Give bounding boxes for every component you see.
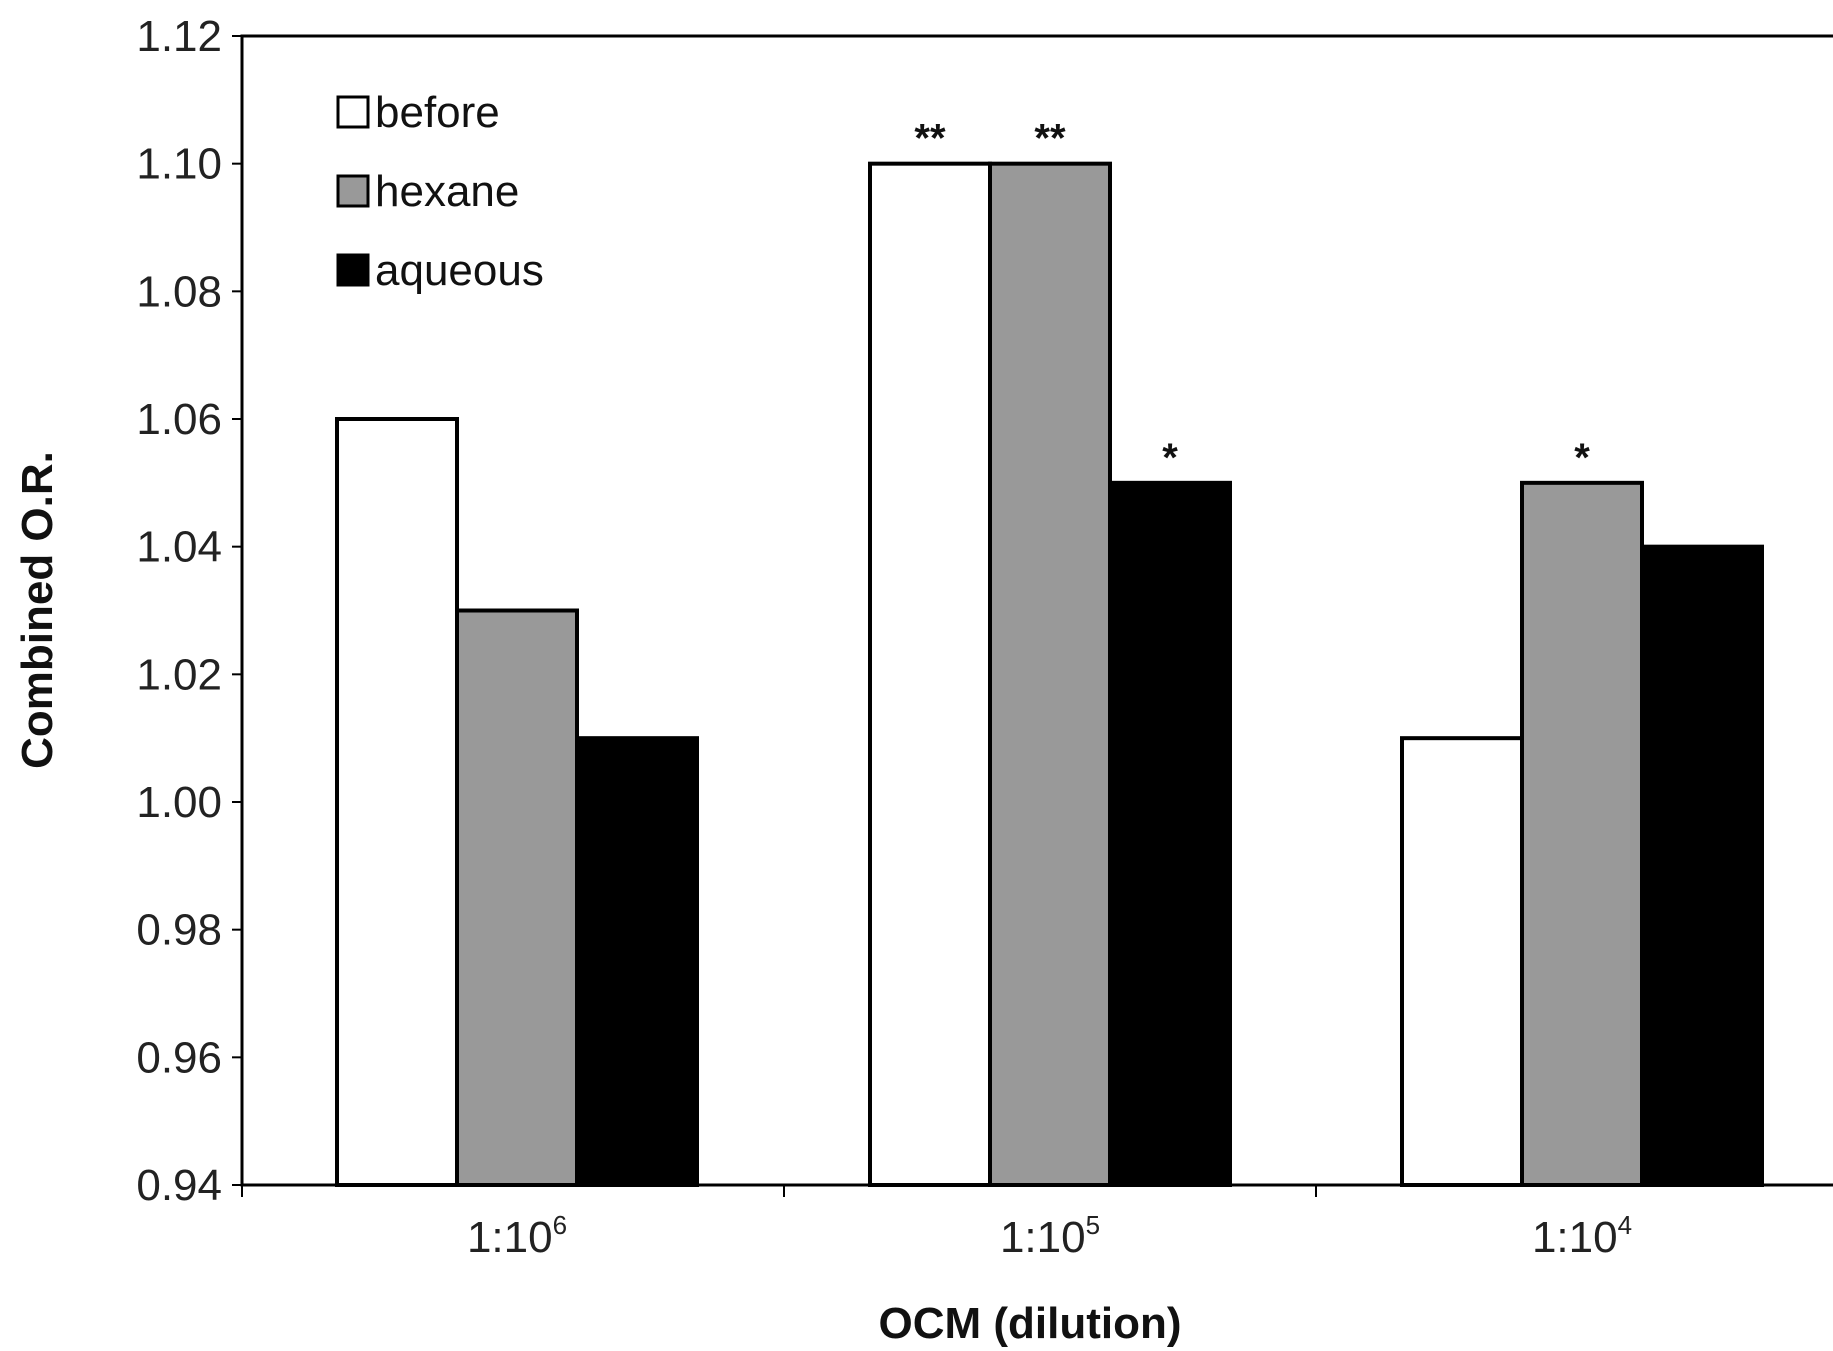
bar-aqueous-2 xyxy=(1640,544,1764,1187)
significance-labels: ** *** * xyxy=(914,117,1590,480)
significance-marker: * xyxy=(1574,436,1590,480)
significance-marker: * xyxy=(1162,436,1178,480)
x-axis: 1:106 1:105 1:104 xyxy=(241,1185,1632,1262)
legend-swatch-aqueous xyxy=(336,253,370,287)
x-axis-title: OCM (dilution) xyxy=(878,1299,1181,1348)
legend: before hexane aqueous xyxy=(336,88,544,295)
bar-hexane-1 xyxy=(988,161,1112,1187)
x-tick-label: 1:106 xyxy=(467,1210,567,1262)
bar-aqueous-0 xyxy=(575,736,699,1188)
y-tick-label: 0.98 xyxy=(136,906,222,955)
x-tick-label-exponent: 4 xyxy=(1618,1210,1632,1240)
legend-swatch-hexane xyxy=(336,174,370,208)
x-tick-label-base: 1:10 xyxy=(1532,1213,1618,1262)
x-tick-label-base: 1:10 xyxy=(1000,1213,1086,1262)
y-tick-label: 0.94 xyxy=(136,1161,222,1210)
x-tick-label-exponent: 6 xyxy=(553,1210,567,1240)
bar-before-0 xyxy=(335,417,459,1187)
x-tick-label-exponent: 5 xyxy=(1086,1210,1100,1240)
y-tick-label: 1.04 xyxy=(136,523,222,572)
y-tick-label: 1.12 xyxy=(136,12,222,61)
y-tick-label: 1.08 xyxy=(136,267,222,316)
y-tick-label: 1.10 xyxy=(136,140,222,189)
y-tick-label: 0.96 xyxy=(136,1033,222,1082)
x-tick-label-base: 1:10 xyxy=(467,1213,553,1262)
bar-hexane-2 xyxy=(1520,480,1644,1188)
plot-frame xyxy=(240,34,1833,1187)
significance-marker: ** xyxy=(914,117,946,161)
legend-label-hexane: hexane xyxy=(375,167,519,216)
y-tick-label: 1.02 xyxy=(136,650,222,699)
significance-marker: ** xyxy=(1034,117,1066,161)
x-tick-label: 1:105 xyxy=(1000,1210,1100,1262)
x-tick-label: 1:104 xyxy=(1532,1210,1632,1262)
legend-label-aqueous: aqueous xyxy=(375,246,544,295)
y-tick-label: 1.06 xyxy=(136,395,222,444)
y-tick-label: 1.00 xyxy=(136,778,222,827)
legend-swatch-before xyxy=(336,95,370,129)
bar-aqueous-1 xyxy=(1108,480,1232,1188)
y-axis-title: Combined O.R. xyxy=(13,451,62,769)
bar-before-2 xyxy=(1400,736,1524,1188)
y-axis: 0.94 0.96 0.98 1.00 1.02 1.04 1.06 1.08 1.10 1.12 xyxy=(136,12,242,1210)
bars-group xyxy=(335,161,1764,1188)
legend-label-before: before xyxy=(375,88,500,137)
bar-hexane-0 xyxy=(455,608,579,1187)
bar-before-1 xyxy=(868,161,992,1187)
